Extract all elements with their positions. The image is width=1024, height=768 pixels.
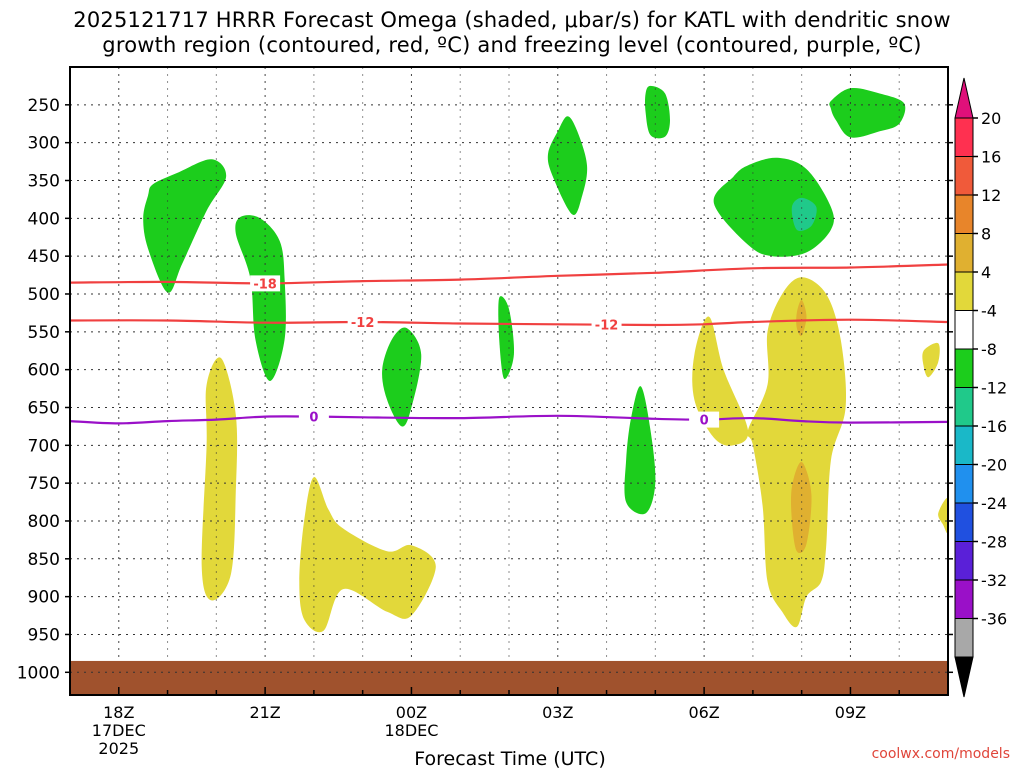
chart-title-line-1: 2025121717 HRRR Forecast Omega (shaded, …: [73, 8, 951, 32]
omega-region: [938, 497, 949, 534]
contour-label: 0: [309, 411, 318, 426]
colorbar-swatch: [954, 310, 974, 350]
colorbar-swatch: [954, 425, 974, 465]
colorbar-label: -28: [981, 533, 1007, 552]
contour-label-bg: [689, 411, 720, 428]
x-tick-label: 18Z: [103, 703, 134, 722]
colorbar-swatch: [954, 194, 974, 234]
y-tick-label: 1000: [17, 663, 60, 683]
colorbar-label: 16: [981, 148, 1001, 167]
contour-label-bg: [347, 313, 378, 330]
contour-line: [69, 318, 949, 327]
omega-region: [624, 386, 656, 515]
colorbar-swatch: [954, 502, 974, 542]
contour-line: [69, 263, 949, 285]
contour-line: [69, 414, 949, 425]
y-tick-label: 400: [28, 209, 60, 229]
y-tick-label: 500: [28, 285, 60, 305]
contour-label-bg: [298, 408, 329, 425]
contour-label-bg: [250, 275, 281, 292]
colorbar-label: -8: [981, 340, 997, 359]
contour-label: 0: [700, 414, 709, 429]
omega-region: [790, 461, 812, 554]
omega-region: [829, 87, 906, 138]
x-axis-label: Forecast Time (UTC): [414, 748, 605, 768]
colorbar-label: 8: [981, 225, 991, 244]
y-tick-label: 800: [28, 512, 60, 532]
colorbar-swatch: [954, 464, 974, 504]
colorbar-label: 12: [981, 186, 1001, 205]
y-tick-label: 700: [28, 436, 60, 456]
colorbar-label: -24: [981, 494, 1007, 513]
omega-region: [645, 85, 670, 139]
colorbar-label: -20: [981, 456, 1007, 475]
y-tick-label: 600: [28, 361, 60, 381]
source-credit: coolwx.com/models: [871, 746, 1010, 762]
colorbar-label: -36: [981, 610, 1007, 629]
y-tick-label: 250: [28, 96, 60, 116]
omega-region: [547, 116, 588, 215]
omega-region: [747, 277, 847, 628]
contour-label: -12: [351, 316, 375, 331]
colorbar-swatch: [954, 233, 974, 273]
omega-region: [382, 327, 422, 427]
colorbar-swatch: [954, 271, 974, 311]
omega-region: [791, 197, 817, 231]
colorbar-label: -16: [981, 417, 1007, 436]
omega-region: [796, 299, 807, 336]
omega-region: [498, 296, 515, 379]
y-tick-label: 450: [28, 247, 60, 267]
colorbar-swatch: [954, 348, 974, 388]
y-tick-label: 350: [28, 171, 60, 191]
colorbar-bottom-arrow: [954, 656, 974, 698]
colorbar-swatch: [954, 387, 974, 427]
colorbar-swatch: [954, 156, 974, 196]
colorbar-label: -4: [981, 302, 997, 321]
x-tick-year-label: 2025: [98, 739, 139, 758]
contour-label: -18: [253, 277, 277, 292]
omega-region: [713, 157, 834, 257]
chart-title-line-2: growth region (contoured, red, ºC) and f…: [102, 33, 922, 57]
colorbar-label: -32: [981, 571, 1007, 590]
colorbar-swatch: [954, 541, 974, 581]
colorbar-label: -12: [981, 379, 1007, 398]
colorbar-swatch: [954, 117, 974, 157]
x-tick-date-label: 17DEC: [92, 721, 146, 740]
omega-region: [143, 159, 227, 293]
y-tick-label: 300: [28, 134, 60, 154]
contour-label: -12: [595, 319, 619, 334]
x-tick-label: 06Z: [688, 703, 719, 722]
omega-region: [922, 342, 940, 378]
omega-region: [299, 477, 436, 633]
x-tick-label: 21Z: [249, 703, 280, 722]
colorbar-label: 4: [981, 263, 991, 282]
colorbar-top-arrow: [954, 77, 974, 119]
x-tick-date-label: 18DEC: [384, 721, 438, 740]
colorbar-swatch: [954, 579, 974, 619]
omega-region: [201, 357, 238, 601]
ground-fill: [70, 660, 948, 695]
colorbar-label: 20: [981, 109, 1001, 128]
omega-region: [235, 215, 286, 381]
contour-label-bg: [591, 316, 622, 333]
y-tick-label: 850: [28, 550, 60, 570]
y-tick-label: 550: [28, 323, 60, 343]
y-tick-label: 750: [28, 474, 60, 494]
x-tick-label: 03Z: [542, 703, 573, 722]
y-tick-label: 950: [28, 625, 60, 645]
x-tick-label: 09Z: [835, 703, 866, 722]
y-tick-label: 650: [28, 398, 60, 418]
colorbar-swatch: [954, 618, 974, 658]
y-tick-label: 900: [28, 588, 60, 608]
x-tick-label: 00Z: [396, 703, 427, 722]
